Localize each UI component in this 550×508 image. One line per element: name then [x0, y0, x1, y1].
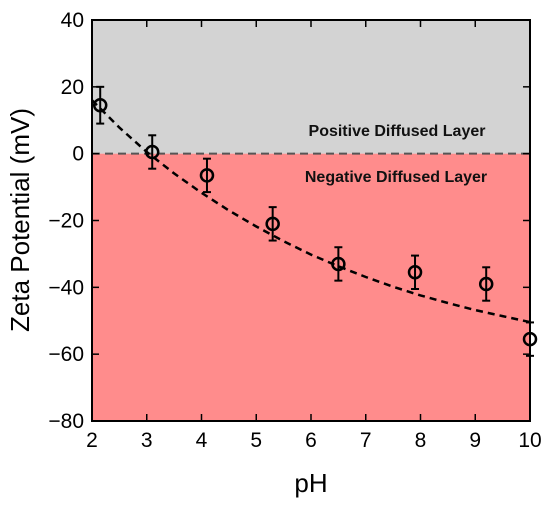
- fit-curve: [91, 99, 531, 324]
- x-tick-label: 5: [250, 429, 262, 452]
- data-point: [199, 157, 215, 194]
- data-point: [478, 266, 494, 302]
- point-marker: [407, 265, 423, 280]
- region-band-negative: [92, 153, 530, 421]
- x-tick-label: 10: [518, 429, 541, 452]
- region-label-positive: Positive Diffused Layer: [309, 123, 486, 140]
- y-tick-label: 0: [72, 143, 84, 166]
- point-marker: [199, 168, 215, 183]
- region-band-positive: [92, 20, 530, 154]
- data-point: [331, 246, 346, 282]
- region-labels-group: Positive Diffused Layer Negative Diffused…: [305, 123, 487, 186]
- x-axis-ticks: 2 3 4 5 6 7 8 9 10: [86, 20, 542, 452]
- fit-curve-group: [91, 99, 531, 324]
- y-tick-label: −80: [48, 410, 84, 433]
- y-tick-label: 20: [61, 76, 84, 99]
- x-axis-title: pH: [294, 468, 327, 498]
- y-tick-label: 40: [61, 9, 84, 32]
- point-marker: [144, 144, 160, 160]
- point-marker: [478, 276, 494, 292]
- background-regions: [92, 20, 530, 421]
- point-marker: [265, 216, 280, 232]
- y-tick-label: −40: [48, 276, 84, 299]
- y-axis-ticks: 40 20 0 −20 −40 −60 −80: [48, 9, 530, 433]
- y-tick-label: −60: [48, 343, 84, 366]
- x-tick-label: 9: [469, 429, 481, 452]
- y-axis-title: Zeta Potential (mV): [5, 108, 35, 332]
- data-point: [265, 206, 280, 242]
- y-tick-label: −20: [48, 210, 84, 233]
- data-point: [407, 254, 423, 291]
- x-tick-label: 3: [141, 429, 153, 452]
- x-tick-label: 7: [360, 429, 372, 452]
- x-tick-label: 4: [196, 429, 208, 452]
- data-point: [144, 134, 160, 170]
- x-tick-label: 6: [305, 429, 317, 452]
- point-marker: [92, 97, 108, 113]
- x-tick-label: 8: [415, 429, 427, 452]
- region-label-negative: Negative Diffused Layer: [305, 169, 487, 186]
- data-point: [92, 85, 108, 125]
- point-marker: [331, 256, 346, 272]
- x-tick-label: 2: [86, 429, 98, 452]
